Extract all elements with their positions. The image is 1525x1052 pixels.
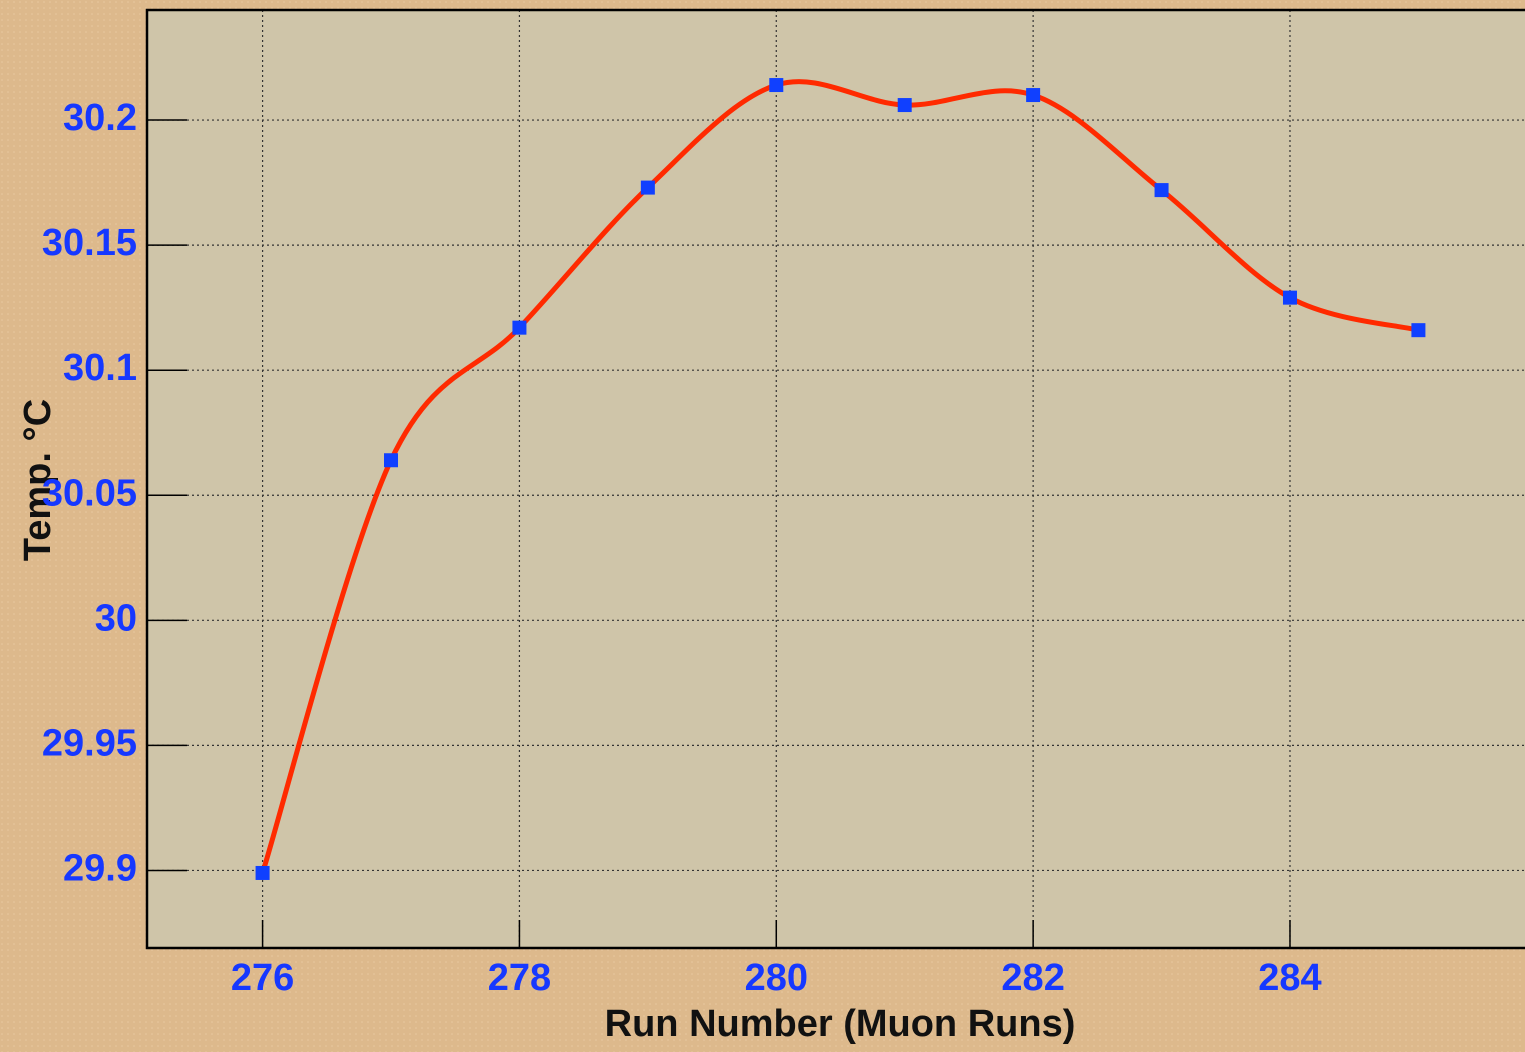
y-tick-label: 29.95 <box>42 722 137 764</box>
point-marker <box>1411 323 1426 338</box>
point-marker <box>255 865 270 880</box>
axis-frame <box>145 8 1525 950</box>
point-marker <box>769 78 784 93</box>
point-marker <box>1282 290 1297 305</box>
x-tick-label: 284 <box>1258 957 1321 999</box>
point-marker <box>1026 88 1041 103</box>
y-axis-title: Temp. °C <box>17 399 59 561</box>
x-tick-label: 276 <box>231 957 294 999</box>
point-marker <box>512 320 527 335</box>
plot-area <box>147 10 1525 948</box>
y-tick-label: 30.05 <box>42 472 137 514</box>
point-marker <box>384 453 399 468</box>
x-tick-label: 278 <box>488 957 551 999</box>
y-tick-label: 30.2 <box>63 97 137 139</box>
x-tick-label: 280 <box>745 957 808 999</box>
point-marker <box>1154 183 1169 198</box>
x-tick-label: 282 <box>1001 957 1064 999</box>
y-tick-label: 30 <box>95 597 137 639</box>
y-tick-label: 30.15 <box>42 222 137 264</box>
point-marker <box>640 180 655 195</box>
y-tick-label: 29.9 <box>63 847 137 889</box>
x-axis-title: Run Number (Muon Runs) <box>605 1003 1076 1045</box>
y-tick-label: 30.1 <box>63 347 137 389</box>
point-marker <box>897 98 912 113</box>
